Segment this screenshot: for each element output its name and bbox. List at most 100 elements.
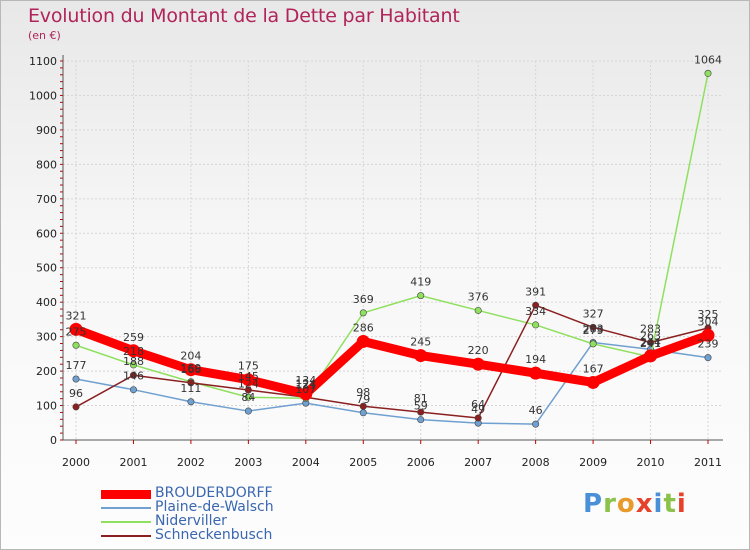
x-tick-label: 2008 — [522, 456, 550, 469]
data-label: 239 — [698, 338, 719, 351]
x-tick-label: 2003 — [234, 456, 262, 469]
series-line-niderviller — [75, 72, 709, 400]
data-point — [532, 420, 540, 428]
data-point — [704, 354, 712, 362]
logo-letter: P — [583, 489, 604, 519]
data-point — [586, 375, 600, 389]
data-label: 244 — [640, 336, 661, 349]
data-label: 84 — [241, 391, 255, 404]
grid-lines — [63, 60, 723, 441]
data-point — [704, 69, 712, 77]
data-label: 369 — [353, 293, 374, 306]
data-label: 241 — [640, 337, 661, 350]
data-point — [701, 328, 715, 342]
data-point — [129, 371, 137, 379]
legend-label: Plaine-de-Walsch — [155, 499, 274, 515]
data-label: 334 — [525, 305, 546, 318]
data-point — [417, 292, 425, 300]
legend-label: Niderviller — [155, 513, 227, 529]
logo-letter: i — [653, 489, 664, 519]
data-label: 283 — [583, 322, 604, 335]
data-label: 188 — [123, 355, 144, 368]
legend-label: Schneckenbusch — [155, 527, 273, 543]
data-point — [241, 373, 255, 387]
axes: 0 100 200 300 400 500 600 700 800 900 1000 1100 2000… — [29, 55, 723, 469]
data-label: 49 — [471, 403, 485, 416]
data-label: 325 — [698, 308, 719, 321]
data-point — [359, 409, 367, 417]
chart-subtitle: (en €) — [28, 29, 61, 42]
data-point — [417, 416, 425, 424]
data-point — [529, 366, 543, 380]
data-label: 279 — [583, 324, 604, 337]
x-tick-label: 2011 — [694, 456, 722, 469]
x-tick-label: 2006 — [407, 456, 435, 469]
legend-swatch — [101, 535, 151, 537]
data-label: 96 — [69, 387, 83, 400]
y-tick-label: 200 — [36, 365, 57, 378]
data-point — [359, 402, 367, 410]
data-point — [532, 301, 540, 309]
x-tick-label: 2004 — [292, 456, 320, 469]
data-label: 167 — [583, 362, 604, 375]
legend-swatch — [101, 507, 151, 509]
data-point — [356, 334, 370, 348]
y-tick-label: 100 — [36, 400, 57, 413]
legend-label: BROUDERDORFF — [155, 485, 273, 501]
data-point — [244, 393, 252, 401]
data-label: 419 — [410, 276, 431, 289]
series-line-brouderdorff — [71, 324, 713, 399]
y-tick-label: 600 — [36, 227, 57, 240]
y-tick-label: 500 — [36, 262, 57, 275]
data-label: 391 — [525, 285, 546, 298]
proxiti-logo: Proxiti — [583, 489, 687, 519]
x-tick-label: 2001 — [119, 456, 147, 469]
data-point — [532, 321, 540, 329]
series-line-plaine-de-walsch — [75, 341, 709, 425]
data-label: 169 — [180, 362, 201, 375]
data-point — [126, 344, 140, 358]
x-tick-label: 2007 — [464, 456, 492, 469]
data-label: 376 — [468, 290, 489, 303]
logo-letter: r — [603, 489, 617, 519]
series-line-schneckenbusch — [75, 304, 709, 419]
y-tick-label: 800 — [36, 158, 57, 171]
data-label: 304 — [698, 315, 719, 328]
data-point — [72, 375, 80, 383]
data-label: 46 — [529, 404, 543, 417]
x-tick-label: 2010 — [637, 456, 665, 469]
data-label: 107 — [295, 383, 316, 396]
data-label: 1064 — [694, 53, 722, 66]
x-tick-label: 2009 — [579, 456, 607, 469]
data-point — [129, 386, 137, 394]
data-label: 81 — [414, 392, 428, 405]
data-label: 286 — [353, 321, 374, 334]
data-label: 121 — [295, 378, 316, 391]
data-point — [69, 322, 83, 336]
data-point — [72, 341, 80, 349]
data-point — [184, 363, 198, 377]
data-label: 218 — [123, 345, 144, 358]
data-point — [72, 403, 80, 411]
legend-swatch — [101, 490, 151, 499]
data-label: 145 — [238, 370, 259, 383]
y-tick-label: 700 — [36, 193, 57, 206]
x-tick-label: 2000 — [62, 456, 90, 469]
data-label: 166 — [180, 363, 201, 376]
data-label: 79 — [356, 393, 370, 406]
data-label: 134 — [295, 374, 316, 387]
legend-swatch — [101, 521, 151, 523]
data-label: 275 — [66, 325, 87, 338]
data-label: 124 — [238, 377, 259, 390]
data-point — [589, 323, 597, 331]
data-point — [244, 407, 252, 415]
data-point — [647, 338, 655, 346]
y-tick-label: 900 — [36, 124, 57, 137]
y-tick-label: 1100 — [29, 55, 57, 68]
data-label: 111 — [180, 382, 201, 395]
data-point — [474, 414, 482, 422]
data-label: 245 — [410, 336, 431, 349]
data-label: 175 — [238, 360, 259, 373]
data-point — [299, 387, 313, 401]
